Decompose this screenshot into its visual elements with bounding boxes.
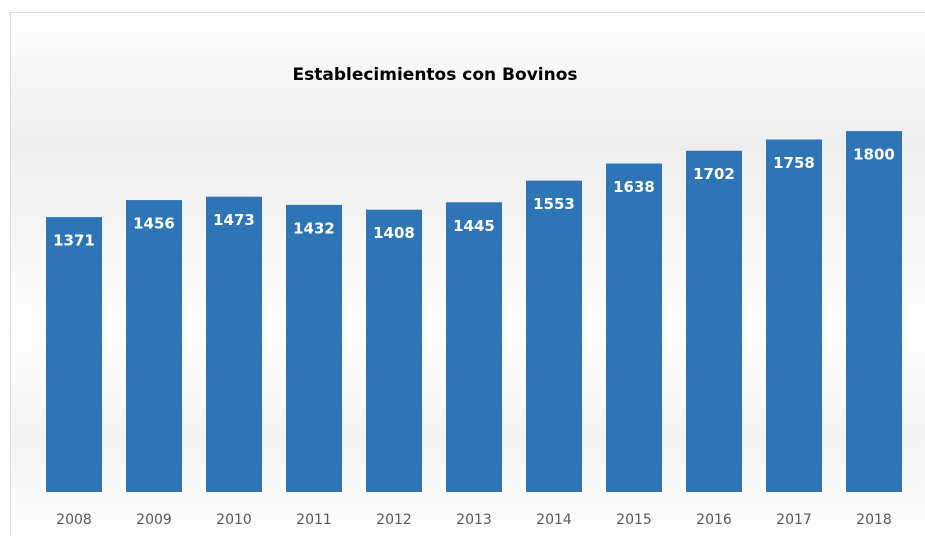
data-label: 1445	[453, 217, 495, 235]
bar	[446, 202, 502, 492]
bar	[286, 204, 342, 492]
data-label: 1702	[693, 165, 735, 183]
bar	[526, 180, 582, 492]
x-tick-label: 2008	[56, 512, 92, 528]
x-tick-label: 2017	[776, 512, 812, 528]
data-label: 1638	[613, 178, 655, 196]
data-label: 1800	[853, 146, 895, 164]
bar	[686, 150, 742, 492]
bar	[606, 163, 662, 492]
x-tick-label: 2015	[616, 512, 652, 528]
x-tick-label: 2009	[136, 512, 172, 528]
data-label: 1432	[293, 219, 335, 237]
chart-title: Establecimientos con Bovinos	[293, 65, 578, 85]
data-label: 1758	[773, 154, 815, 172]
data-label: 1473	[213, 211, 255, 229]
bar	[766, 139, 822, 492]
data-label: 1553	[533, 195, 575, 213]
x-tick-label: 2010	[216, 512, 252, 528]
bar	[366, 209, 422, 493]
bar	[46, 217, 102, 492]
x-tick-label: 2018	[856, 512, 892, 528]
x-tick-label: 2016	[696, 512, 732, 528]
data-label: 1408	[373, 224, 415, 242]
data-label: 1456	[133, 215, 175, 233]
x-tick-label: 2013	[456, 512, 492, 528]
x-tick-label: 2014	[536, 512, 572, 528]
bar	[126, 200, 182, 492]
bar	[846, 131, 902, 492]
x-tick-label: 2011	[296, 512, 332, 528]
bar	[206, 196, 262, 492]
data-label: 1371	[53, 232, 95, 250]
x-tick-label: 2012	[376, 512, 412, 528]
